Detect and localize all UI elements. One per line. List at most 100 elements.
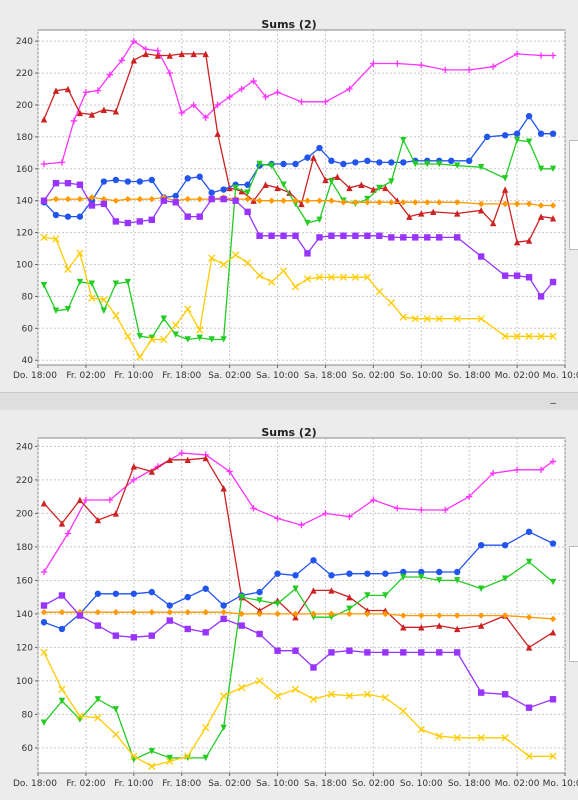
data-point (88, 280, 96, 287)
data-point (226, 184, 233, 192)
data-point (76, 213, 84, 220)
data-point (256, 630, 263, 638)
data-point (442, 506, 449, 514)
data-point (184, 195, 191, 203)
data-point (226, 93, 233, 101)
x-tick-label: Mo. 02:00 (495, 371, 540, 381)
chart-title: Sums (2) (261, 426, 317, 439)
x-tick-label: So. 10:00 (400, 371, 443, 381)
data-point (549, 540, 557, 547)
data-point (196, 173, 203, 180)
y-tick-label: 120 (16, 643, 33, 653)
data-point (364, 607, 371, 614)
data-point (40, 116, 48, 123)
data-point (94, 622, 102, 629)
data-point (549, 696, 557, 703)
data-point (292, 585, 299, 592)
series-green (40, 558, 557, 763)
data-point (237, 683, 246, 692)
data-point (501, 734, 509, 742)
data-point (76, 496, 84, 504)
data-point (40, 568, 48, 576)
data-point (388, 234, 395, 241)
data-point (148, 468, 155, 475)
y-tick-label: 240 (16, 37, 33, 47)
data-point (328, 157, 335, 165)
data-point (310, 614, 317, 621)
x-tick-label: Sa. 02:00 (208, 371, 251, 381)
data-point (124, 219, 132, 227)
data-point (256, 197, 263, 204)
series-line-green (43, 561, 554, 761)
data-point (292, 572, 299, 579)
data-point (328, 649, 335, 656)
data-point (412, 160, 419, 168)
data-point (454, 234, 461, 241)
series-green (40, 136, 557, 343)
data-point (112, 730, 120, 739)
data-point (316, 144, 323, 152)
chart-panel-bottom: Sums (2) 60 80 100 120 140 160 180 200 220 240 Do.… (0, 410, 578, 800)
data-point (250, 77, 257, 85)
data-point (88, 202, 96, 209)
data-point (238, 187, 245, 195)
data-point (537, 130, 545, 137)
x-tick-label: Sa. 02:00 (208, 779, 251, 789)
data-point (226, 468, 233, 475)
data-point (124, 195, 132, 203)
data-point (454, 162, 461, 169)
data-point (58, 625, 66, 633)
minimize-icon[interactable]: _ (550, 391, 557, 404)
x-tick-label: So. 02:00 (352, 371, 395, 381)
data-point (208, 254, 216, 262)
x-tick-label: Fr. 10:00 (114, 371, 153, 381)
data-point (184, 593, 191, 601)
data-point (220, 186, 227, 193)
data-point (40, 160, 48, 168)
data-point (418, 61, 425, 69)
data-point (256, 597, 263, 604)
data-point (352, 199, 359, 206)
series-line-red (43, 457, 554, 649)
data-point (477, 734, 485, 742)
split-divider[interactable]: _ (0, 391, 578, 411)
data-point (525, 614, 533, 621)
data-point (208, 336, 215, 343)
data-point (358, 181, 365, 188)
data-point (148, 216, 155, 224)
data-point (525, 332, 533, 340)
data-point (292, 232, 299, 239)
data-point (364, 649, 371, 656)
data-point (292, 610, 299, 618)
data-point (501, 575, 509, 582)
data-point (184, 336, 191, 343)
data-point (274, 515, 281, 522)
data-point (52, 211, 60, 219)
data-point (370, 60, 377, 67)
plot-area (37, 437, 566, 774)
data-point (489, 219, 497, 227)
data-point (346, 570, 353, 577)
data-point (279, 267, 288, 275)
data-point (304, 197, 311, 204)
data-point (388, 199, 395, 206)
data-point (364, 610, 371, 618)
data-point (525, 558, 533, 566)
data-point (418, 573, 425, 581)
data-point (352, 159, 359, 166)
data-point (184, 456, 191, 463)
data-point (382, 607, 389, 614)
data-point (64, 530, 72, 537)
data-point (148, 588, 155, 596)
data-point (435, 732, 443, 740)
data-point (376, 184, 383, 192)
data-point (148, 334, 155, 342)
data-point (273, 692, 282, 700)
data-point (94, 714, 102, 722)
data-point (130, 752, 138, 760)
x-tick-label: Sa. 10:00 (256, 779, 299, 789)
data-point (166, 69, 173, 77)
data-point (537, 332, 545, 340)
data-point (364, 232, 371, 239)
data-point (454, 577, 461, 584)
